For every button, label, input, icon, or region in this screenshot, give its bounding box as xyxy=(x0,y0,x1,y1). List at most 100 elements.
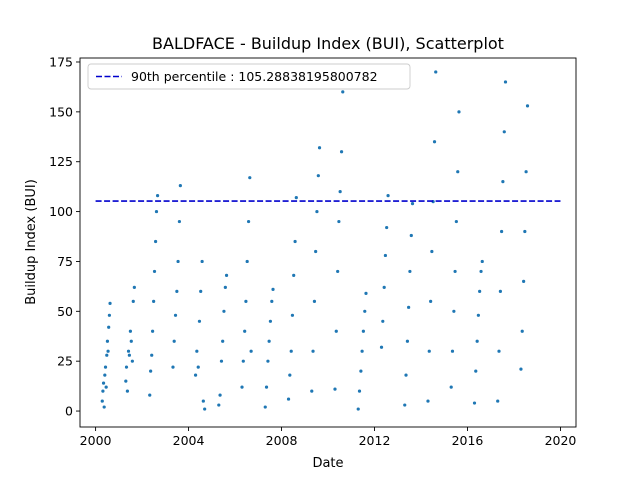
data-point xyxy=(104,385,108,389)
y-axis-label: Buildup Index (BUI) xyxy=(24,179,39,305)
data-point xyxy=(241,359,245,363)
data-point xyxy=(361,329,365,333)
y-tick-label: 125 xyxy=(49,154,73,169)
data-point xyxy=(403,403,407,407)
data-point xyxy=(288,373,292,377)
data-point xyxy=(197,319,202,323)
data-point xyxy=(315,209,319,214)
x-tick-label: 2016 xyxy=(452,433,484,448)
data-point xyxy=(173,313,178,317)
data-point xyxy=(452,309,456,313)
y-tick-label: 50 xyxy=(57,304,73,319)
data-point xyxy=(103,365,108,369)
data-point xyxy=(501,180,505,184)
data-point xyxy=(360,349,364,353)
data-point xyxy=(427,349,431,353)
y-tick-label: 150 xyxy=(49,104,73,119)
data-point xyxy=(270,299,274,303)
data-point xyxy=(130,359,134,363)
data-point xyxy=(408,269,412,274)
data-point xyxy=(171,365,175,369)
data-point xyxy=(102,405,106,409)
data-point xyxy=(264,385,269,389)
data-point xyxy=(404,373,408,377)
data-point xyxy=(426,399,430,403)
data-point xyxy=(268,319,273,323)
data-point xyxy=(386,194,390,198)
data-point xyxy=(107,325,111,329)
data-point xyxy=(128,329,132,333)
data-point xyxy=(407,305,411,309)
data-point xyxy=(383,253,387,258)
data-point xyxy=(155,194,160,198)
data-point xyxy=(450,349,455,353)
data-point xyxy=(249,349,253,353)
data-point xyxy=(339,150,344,154)
data-point xyxy=(108,301,112,305)
data-point xyxy=(177,219,181,224)
data-point xyxy=(474,369,478,373)
axes-frame xyxy=(79,57,577,428)
data-point xyxy=(271,287,275,291)
data-point xyxy=(199,289,203,293)
data-point xyxy=(244,299,248,303)
data-point xyxy=(126,349,131,353)
data-point xyxy=(101,389,105,393)
data-point xyxy=(176,259,180,264)
data-point xyxy=(314,249,318,254)
data-point xyxy=(222,309,226,313)
data-point xyxy=(382,285,386,289)
data-points xyxy=(100,70,530,411)
data-point xyxy=(341,90,345,94)
x-tick-label: 2000 xyxy=(80,433,112,448)
data-point xyxy=(364,291,368,295)
data-point xyxy=(453,269,457,274)
y-tick-label: 25 xyxy=(57,354,73,369)
data-point xyxy=(221,339,225,343)
data-point xyxy=(478,289,482,293)
data-point xyxy=(498,289,502,293)
data-point xyxy=(100,399,104,403)
data-point xyxy=(480,259,484,264)
data-point xyxy=(457,110,461,114)
data-point xyxy=(266,359,270,363)
data-point xyxy=(178,184,182,188)
data-point xyxy=(195,349,199,353)
legend-box xyxy=(87,63,411,90)
data-point xyxy=(101,381,106,385)
data-point xyxy=(363,309,367,313)
data-point xyxy=(105,339,110,343)
data-point xyxy=(172,339,176,343)
data-point xyxy=(150,353,154,357)
data-point xyxy=(520,329,524,333)
data-point xyxy=(248,176,252,180)
data-point xyxy=(149,369,153,373)
data-point xyxy=(193,373,198,377)
data-point xyxy=(496,399,500,403)
data-point xyxy=(129,339,133,343)
data-point xyxy=(379,345,384,349)
data-point xyxy=(385,225,389,230)
legend-label: 90th percentile : 105.28838195800782 xyxy=(131,69,378,84)
data-point xyxy=(409,233,413,238)
data-point xyxy=(218,393,222,397)
chart-title: BALDFACE - Buildup Index (BUI), Scatterp… xyxy=(152,34,504,53)
data-point xyxy=(240,385,244,389)
data-point xyxy=(337,219,341,224)
data-point xyxy=(203,407,207,411)
data-point xyxy=(290,313,295,317)
data-point xyxy=(263,405,267,409)
data-point xyxy=(152,299,156,303)
y-tick-label: 100 xyxy=(49,204,73,219)
data-point xyxy=(316,174,320,178)
x-tick-label: 2004 xyxy=(173,433,205,448)
data-point xyxy=(132,285,136,289)
data-point xyxy=(131,299,135,303)
data-point xyxy=(175,289,179,293)
data-point xyxy=(434,70,438,74)
data-point xyxy=(294,196,298,200)
data-point xyxy=(292,273,296,278)
data-point xyxy=(267,339,271,343)
y-tick-label: 75 xyxy=(57,254,73,269)
